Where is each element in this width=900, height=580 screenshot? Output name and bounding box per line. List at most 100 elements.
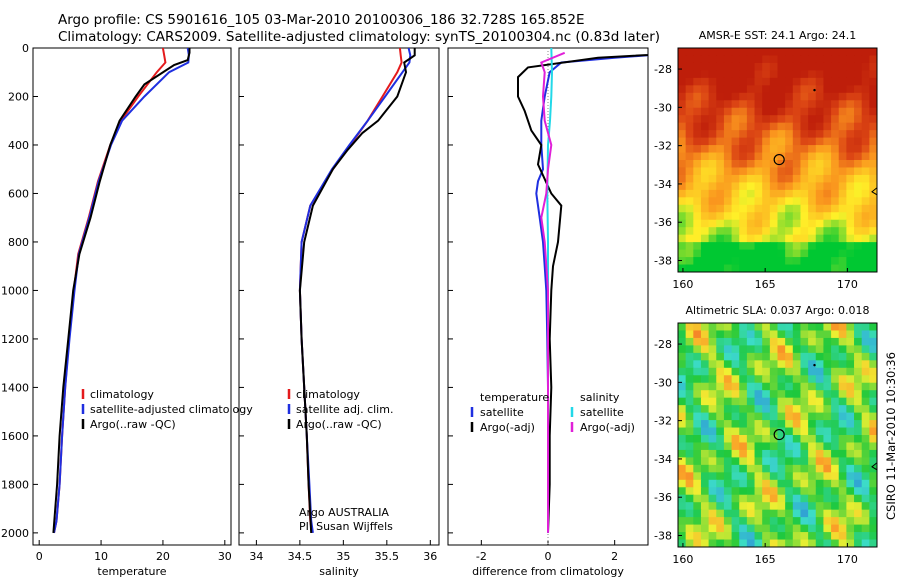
heatmap-cell <box>854 55 863 64</box>
heatmap-cell <box>792 219 802 228</box>
heatmap-cell <box>777 479 786 488</box>
heatmap-cell <box>815 55 825 64</box>
heatmap-cell <box>700 457 710 466</box>
heatmap-cell <box>746 85 756 94</box>
legend-entry: Argo(..raw -QC) <box>296 418 382 431</box>
heatmap-cell <box>693 182 702 191</box>
heatmap-cell <box>785 160 794 169</box>
heatmap-cell <box>769 524 779 533</box>
heatmap-cell <box>685 130 694 139</box>
heatmap-cell <box>739 212 748 221</box>
heatmap-cell <box>869 115 877 124</box>
heatmap-cell <box>785 85 794 94</box>
heatmap-cell <box>869 472 877 481</box>
heatmap-cell <box>815 145 825 154</box>
heatmap-cell <box>854 77 863 86</box>
heatmap-cell <box>800 442 809 451</box>
heatmap-cell <box>808 472 817 481</box>
heatmap-cell <box>785 360 794 369</box>
x-tick-label: 10 <box>94 550 108 563</box>
heatmap-cell <box>808 77 817 86</box>
legend-entry: satellite <box>580 406 624 419</box>
heatmap-cell <box>754 472 763 481</box>
heatmap-cell <box>800 494 809 503</box>
heatmap-cell <box>716 249 725 258</box>
heatmap-cell <box>723 264 733 272</box>
heatmap-cell <box>838 382 847 391</box>
heatmap-cell <box>846 145 855 154</box>
heatmap-cell <box>831 494 840 503</box>
heatmap-cell <box>800 502 809 511</box>
heatmap-cell <box>838 242 847 251</box>
heatmap-cell <box>785 145 794 154</box>
heatmap-cell <box>723 174 733 183</box>
heatmap-cell <box>739 48 748 57</box>
heatmap-cell <box>678 524 687 533</box>
heatmap-cell <box>754 337 763 346</box>
heatmap-cell <box>854 152 863 161</box>
legend-entry: climatology <box>296 388 360 401</box>
heatmap-cell <box>777 352 786 361</box>
heatmap-cell <box>731 502 740 511</box>
heatmap-cell <box>861 382 870 391</box>
heatmap-cell <box>754 524 763 533</box>
heatmap-cell <box>838 48 847 57</box>
heatmap-cell <box>800 197 809 206</box>
heatmap-cell <box>739 77 748 86</box>
heatmap-cell <box>678 464 687 473</box>
heatmap-cell <box>693 167 702 176</box>
heatmap-cell <box>769 257 779 266</box>
heatmap-cell <box>739 167 748 176</box>
heatmap-cell <box>808 539 817 547</box>
heatmap-cell <box>678 92 687 101</box>
heatmap-cell <box>685 449 694 458</box>
heatmap-cell <box>731 197 740 206</box>
heatmap-cell <box>808 152 817 161</box>
heatmap-cell <box>746 390 756 399</box>
heatmap-cell <box>723 227 733 236</box>
heatmap-cell <box>815 242 825 251</box>
heatmap-cell <box>815 182 825 191</box>
heatmap-cell <box>792 532 802 541</box>
heatmap-cell <box>792 412 802 421</box>
heatmap-cell <box>678 472 687 481</box>
heatmap-cell <box>754 249 763 258</box>
heatmap-cell <box>838 352 847 361</box>
heatmap-cell <box>746 257 756 266</box>
heatmap-cell <box>700 382 710 391</box>
heatmap-cell <box>785 167 794 176</box>
heatmap-cell <box>678 360 687 369</box>
heatmap-cell <box>746 345 756 354</box>
heatmap-cell <box>746 524 756 533</box>
heatmap-cell <box>716 442 725 451</box>
heatmap-cell <box>854 212 863 221</box>
heatmap-cell <box>762 487 771 496</box>
legend-group-title: temperature <box>480 391 549 404</box>
heatmap-cell <box>777 502 786 511</box>
heatmap-cell <box>831 442 840 451</box>
heatmap-cell <box>854 479 863 488</box>
heatmap-cell <box>854 517 863 526</box>
heatmap-cell <box>869 420 877 429</box>
heatmap-cell <box>739 412 748 421</box>
x-tick-label: 30 <box>218 550 232 563</box>
heatmap-cell <box>685 539 694 547</box>
heatmap-cell <box>792 375 802 384</box>
heatmap-cell <box>754 167 763 176</box>
heatmap-cell <box>854 494 863 503</box>
heatmap-cell <box>869 204 877 213</box>
figure-title-line-2: Climatology: CARS2009. Satellite-adjuste… <box>58 29 661 45</box>
heatmap-cell <box>792 502 802 511</box>
heatmap-cell <box>678 390 687 399</box>
x-tick-label: 34 <box>249 550 263 563</box>
heatmap-cell <box>792 137 802 146</box>
heatmap-cell <box>693 152 702 161</box>
heatmap-cell <box>685 502 694 511</box>
heatmap-cell <box>838 457 847 466</box>
heatmap-cell <box>708 509 717 518</box>
map-heatmap-0 <box>678 48 877 272</box>
heatmap-cell <box>678 420 687 429</box>
heatmap-cell <box>823 502 832 511</box>
heatmap-cell <box>693 352 702 361</box>
heatmap-cell <box>792 345 802 354</box>
